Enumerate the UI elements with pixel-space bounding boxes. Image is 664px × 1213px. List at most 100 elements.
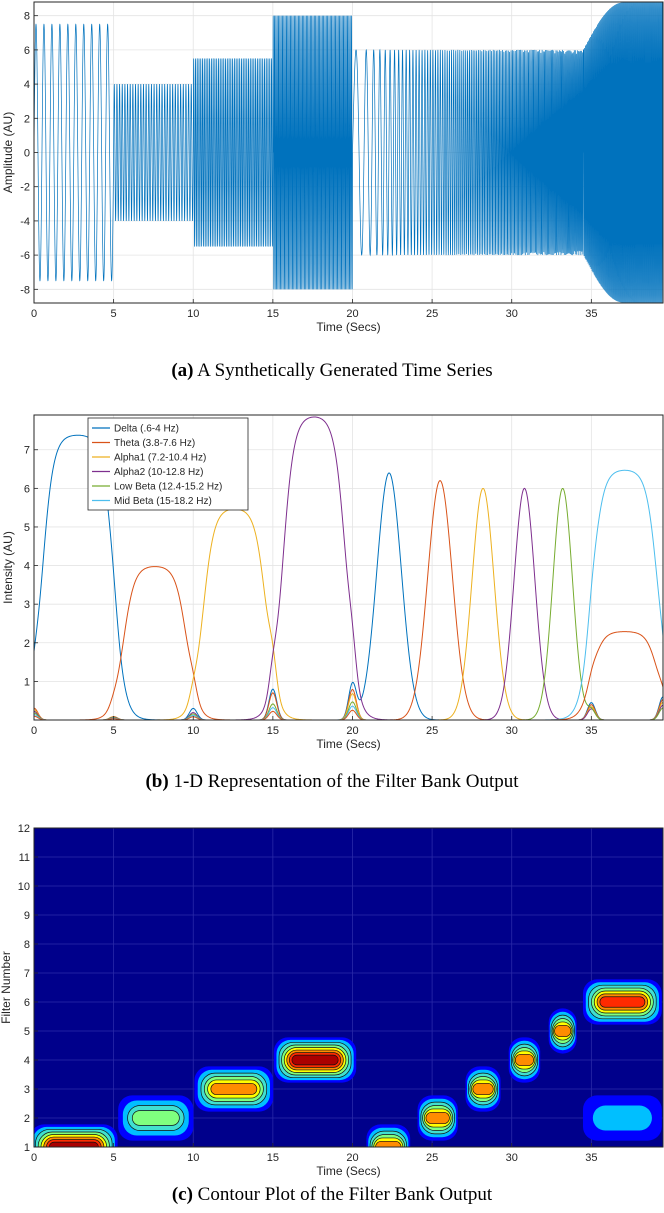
x-tick-label: 15	[267, 725, 279, 737]
legend-entry: Theta (3.8-7.6 Hz)	[114, 438, 195, 449]
x-tick-label: 5	[111, 1152, 117, 1164]
y-tick-label: 7	[24, 968, 30, 980]
signal-segment	[113, 84, 194, 221]
y-tick-label: 0	[24, 148, 30, 160]
caption-b: (b) 1-D Representation of the Filter Ban…	[0, 771, 664, 793]
x-tick-label: 20	[346, 725, 358, 737]
y-tick-label: 8	[24, 11, 30, 23]
legend-entry: Low Beta (12.4-15.2 Hz)	[114, 482, 222, 493]
x-tick-label: 0	[31, 308, 37, 320]
x-tick-label: 35	[585, 725, 597, 737]
signal-segment	[583, 2, 664, 303]
x-tick-label: 30	[506, 725, 518, 737]
signal-segment	[33, 23, 114, 282]
y-tick-label: 3	[24, 599, 30, 611]
y-tick-label: 5	[24, 522, 30, 534]
y-tick-label: -6	[20, 250, 30, 262]
contour-level	[291, 1054, 339, 1066]
caption-a-text: A Synthetically Generated Time Series	[193, 360, 493, 381]
contour-level	[554, 1024, 572, 1038]
y-tick-label: 8	[24, 939, 30, 951]
legend-entry: Alpha2 (10-12.8 Hz)	[114, 467, 204, 478]
x-tick-label: 20	[346, 1152, 358, 1164]
y-tick-label: 5	[24, 1026, 30, 1038]
y-tick-label: 7	[24, 445, 30, 457]
y-tick-label: 2	[24, 1113, 30, 1125]
x-axis-label: Time (Secs)	[316, 737, 380, 751]
contour-level	[592, 1105, 652, 1131]
x-axis-label: Time (Secs)	[316, 320, 380, 334]
x-tick-label: 10	[187, 1152, 199, 1164]
y-tick-label: 11	[19, 852, 30, 864]
contour-level	[425, 1111, 450, 1125]
x-tick-label: 15	[267, 308, 279, 320]
x-tick-label: 10	[187, 725, 199, 737]
y-tick-label: 6	[24, 483, 30, 495]
series-line	[34, 434, 663, 720]
y-tick-label: -8	[20, 284, 30, 296]
caption-b-label: (b)	[145, 771, 169, 792]
series-line	[34, 416, 663, 720]
contour-level	[514, 1053, 535, 1067]
y-axis-label: Filter Number	[0, 951, 13, 1024]
y-tick-label: 12	[18, 823, 30, 835]
caption-a-label: (a)	[171, 360, 194, 381]
contour-level	[599, 996, 646, 1008]
caption-b-text: 1-D Representation of the Filter Bank Ou…	[168, 771, 519, 792]
signal-segment	[192, 58, 274, 247]
filter-bank-line-svg: 0 5 10 15 20 25 30 35 1 2 3 4 5 6 7 Time (Secs) Intensit…	[1, 414, 664, 751]
y-tick-label: 6	[24, 997, 30, 1009]
x-tick-label: 35	[585, 308, 597, 320]
x-tick-label: 25	[426, 308, 438, 320]
y-tick-label: -2	[20, 182, 30, 194]
x-tick-label: 0	[31, 725, 37, 737]
series-line	[34, 480, 663, 720]
y-tick-label: 1	[24, 1142, 30, 1154]
legend-entry: Mid Beta (15-18.2 Hz)	[114, 496, 212, 507]
x-axis-label: Time (Secs)	[316, 1164, 380, 1178]
signal-segment	[352, 48, 584, 257]
y-tick-label: 6	[24, 45, 30, 57]
series-line	[34, 487, 663, 720]
x-tick-label: 0	[31, 1152, 37, 1164]
x-tick-label: 25	[426, 1152, 438, 1164]
y-tick-label: 2	[24, 638, 30, 650]
contour-level	[131, 1110, 180, 1126]
y-tick-label: 10	[18, 881, 30, 893]
y-tick-label: 4	[24, 79, 30, 91]
axes-frame	[33, 414, 664, 721]
series-line	[34, 631, 663, 720]
x-tick-label: 25	[426, 725, 438, 737]
x-tick-label: 5	[111, 308, 117, 320]
series-line	[34, 487, 663, 720]
contour-level	[210, 1082, 258, 1096]
contour-level	[472, 1082, 494, 1096]
y-axis-label: Amplitude (AU)	[1, 112, 15, 193]
time-series-svg: 0 5 10 15 20 25 30 35 -8 -6 -4 -2 0 2 4 6 8 Time (Secs) Am…	[1, 1, 664, 334]
y-tick-label: 9	[24, 910, 30, 922]
legend-entry: Delta (.6-4 Hz)	[114, 424, 179, 435]
legend-entry: Alpha1 (7.2-10.4 Hz)	[114, 453, 206, 464]
x-tick-label: 30	[506, 1152, 518, 1164]
x-tick-label: 30	[506, 308, 518, 320]
caption-a: (a) A Synthetically Generated Time Serie…	[0, 360, 664, 382]
y-tick-label: 1	[24, 676, 30, 688]
x-tick-label: 35	[585, 1152, 597, 1164]
x-tick-label: 5	[111, 725, 117, 737]
filter-bank-line-chart: 0 5 10 15 20 25 30 35 1 2 3 4 5 6 7 Time (Secs) Intensit…	[0, 400, 664, 763]
contour-chart: 0 5 10 15 20 25 30 35 1 2 3 4 5 6 7 8 9 10 11 12 Time (Secs)…	[0, 820, 664, 1180]
y-tick-label: 4	[24, 1055, 30, 1067]
legend-box	[87, 417, 249, 511]
x-tick-label: 20	[346, 308, 358, 320]
y-tick-label: 2	[24, 113, 30, 125]
axes-frame	[33, 827, 664, 1148]
x-tick-label: 15	[267, 1152, 279, 1164]
y-tick-label: 4	[24, 561, 30, 573]
x-tick-label: 10	[187, 308, 199, 320]
legend: Delta (.6-4 Hz) Theta (3.8-7.6 Hz) Alpha1 …	[87, 417, 249, 511]
time-series-chart: 0 5 10 15 20 25 30 35 -8 -6 -4 -2 0 2 4 6 8 Time (Secs) Am…	[0, 0, 664, 352]
caption-c-label: (c)	[171, 1184, 193, 1205]
caption-c: (c) Contour Plot of the Filter Bank Outp…	[0, 1184, 664, 1206]
plot-background	[34, 828, 663, 1147]
